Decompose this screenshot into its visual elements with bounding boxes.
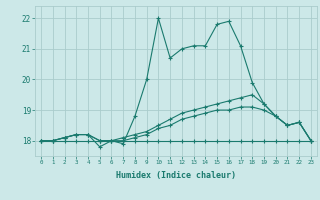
X-axis label: Humidex (Indice chaleur): Humidex (Indice chaleur) — [116, 171, 236, 180]
